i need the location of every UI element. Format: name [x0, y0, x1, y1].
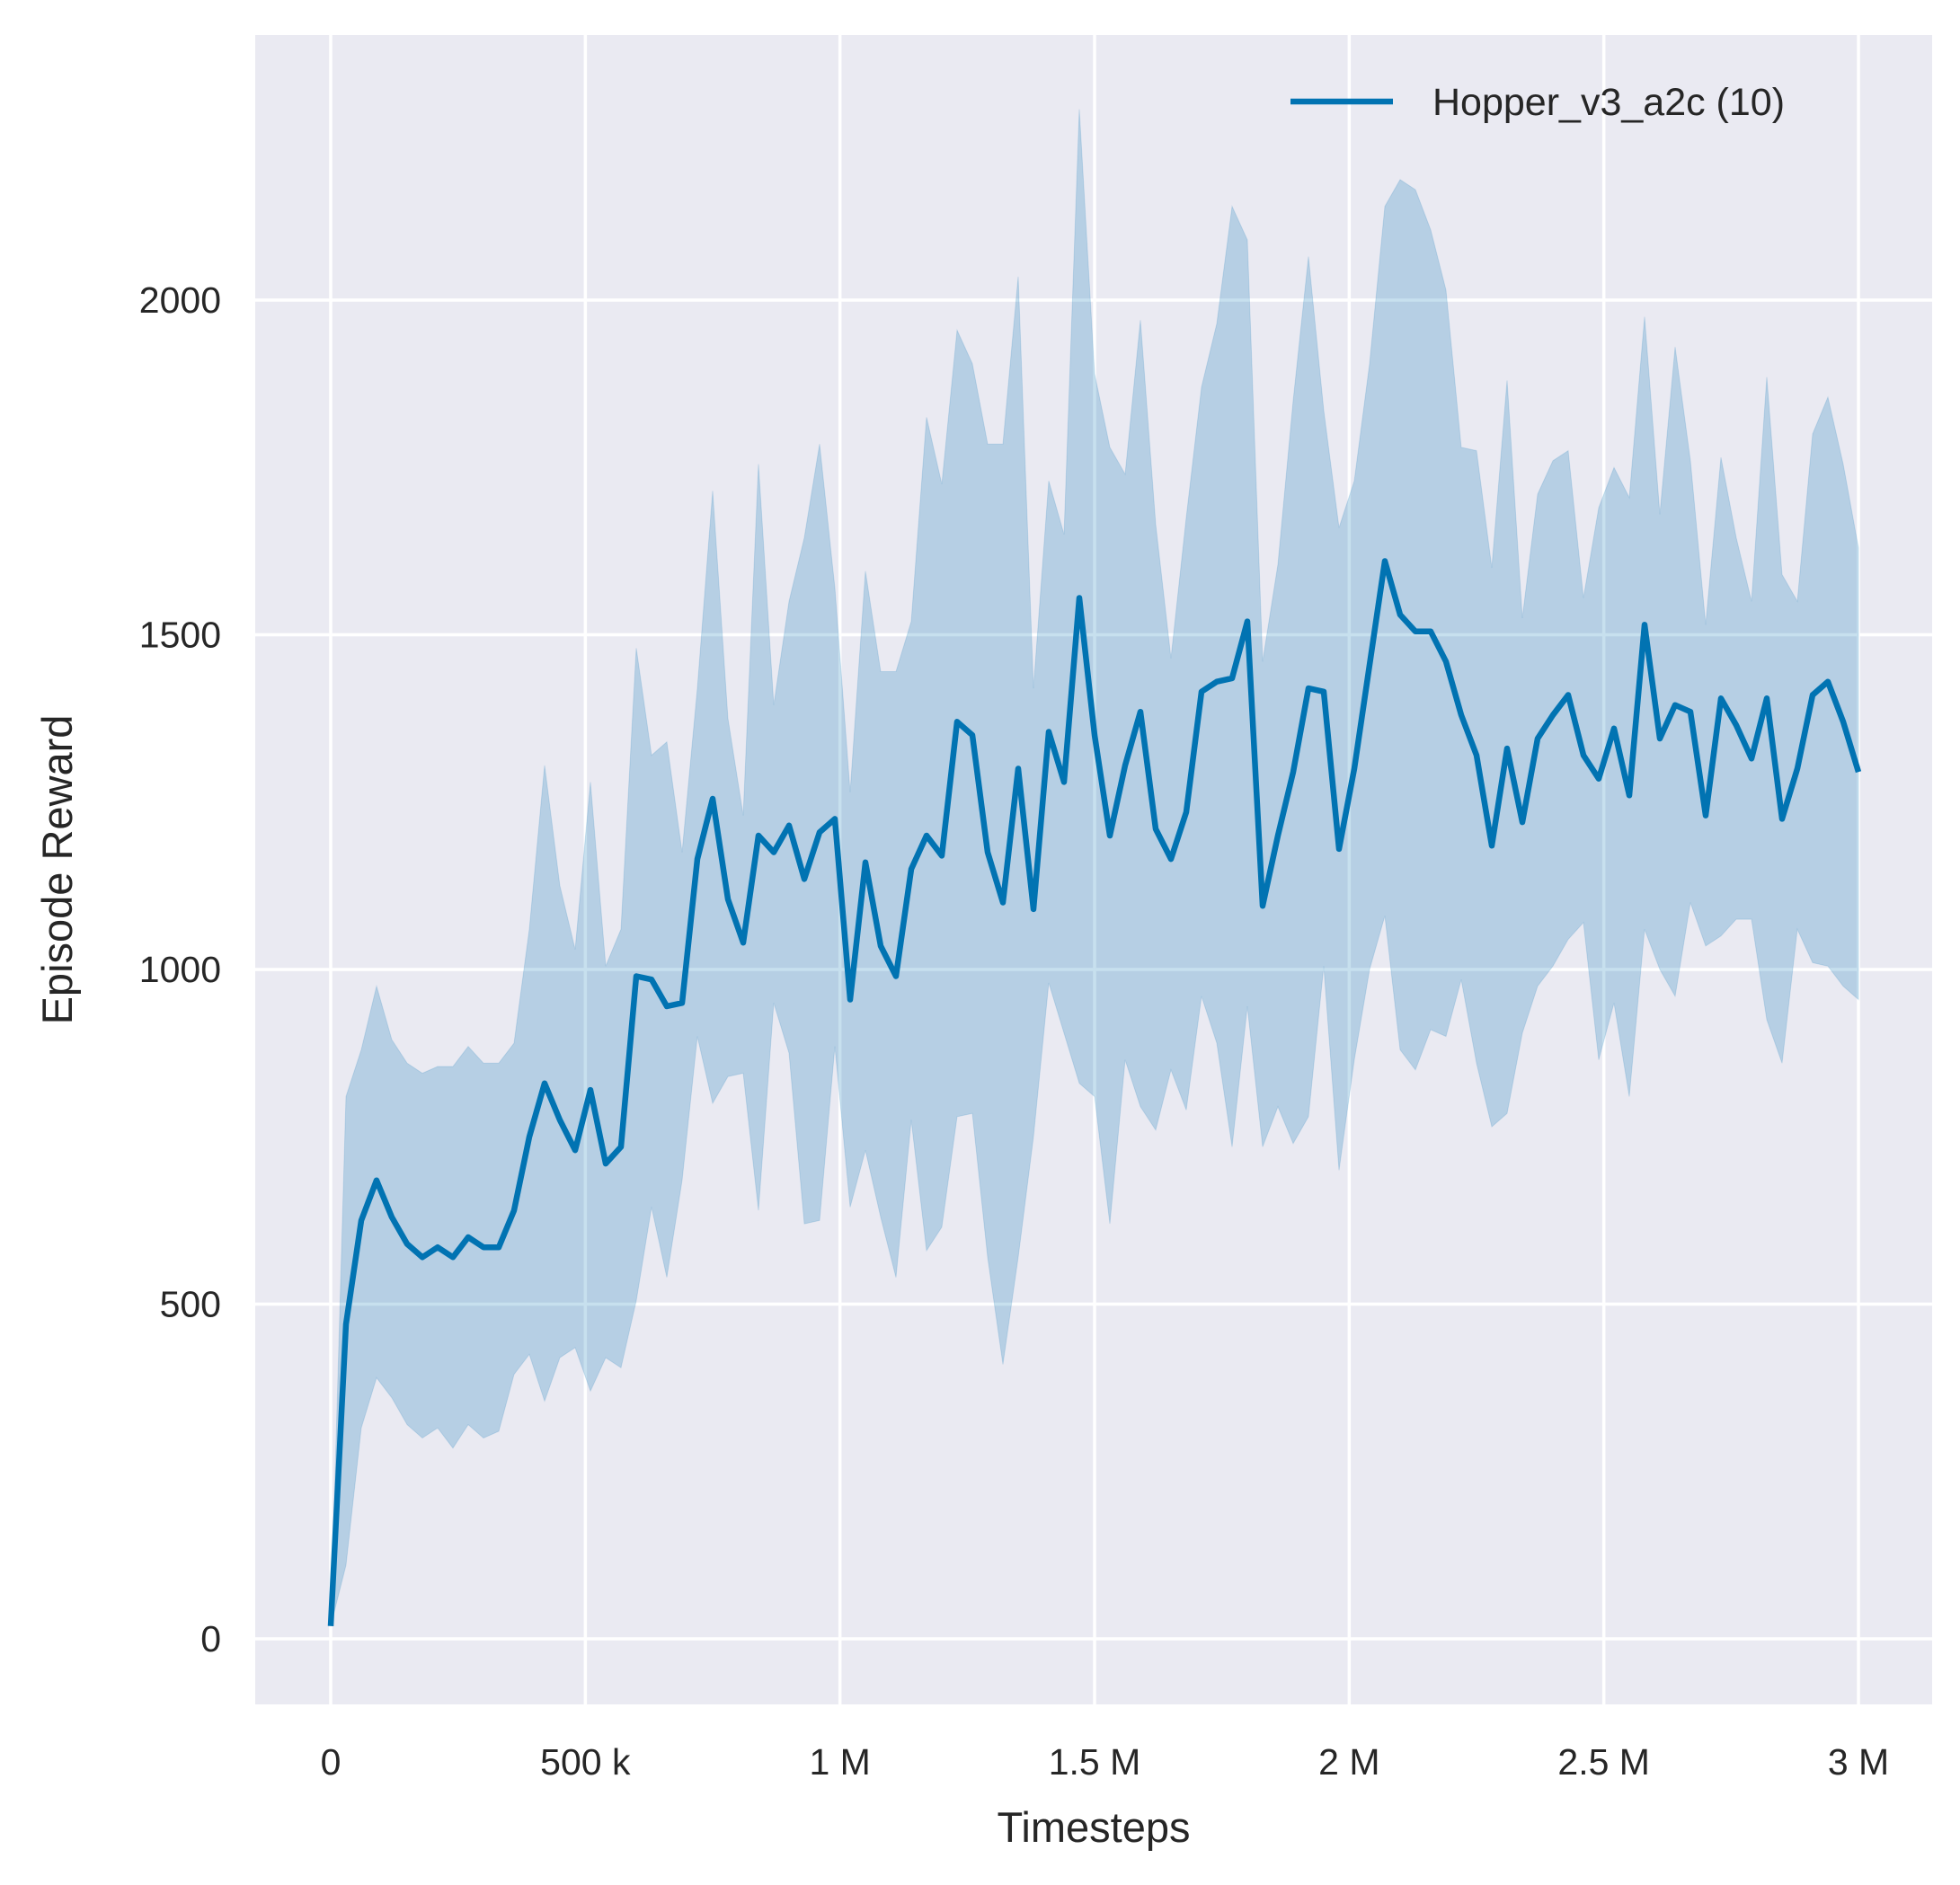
confidence-band	[330, 109, 1859, 1626]
x-axis-label: Timesteps	[997, 1803, 1190, 1851]
x-tick-label: 1 M	[809, 1741, 870, 1783]
x-tick-label: 2 M	[1318, 1741, 1379, 1783]
x-tick-labels: 0 500 k 1 M 1.5 M 2 M 2.5 M 3 M	[321, 1741, 1890, 1783]
legend: Hopper_v3_a2c (10)	[1290, 81, 1785, 124]
y-tick-labels: 0 500 1000 1500 2000	[139, 279, 221, 1659]
y-tick-label: 1000	[139, 949, 221, 990]
x-tick-label: 3 M	[1828, 1741, 1889, 1783]
y-axis-label: Episode Reward	[33, 715, 81, 1025]
x-tick-label: 1.5 M	[1049, 1741, 1141, 1783]
y-tick-label: 0	[200, 1618, 221, 1659]
x-tick-label: 2.5 M	[1557, 1741, 1650, 1783]
x-tick-label: 0	[321, 1741, 341, 1783]
y-tick-label: 1500	[139, 615, 221, 656]
legend-label: Hopper_v3_a2c (10)	[1432, 81, 1785, 124]
y-tick-label: 2000	[139, 279, 221, 321]
x-tick-label: 500 k	[540, 1741, 631, 1783]
y-tick-label: 500	[160, 1284, 221, 1325]
series-line-mean	[327, 558, 1862, 1626]
